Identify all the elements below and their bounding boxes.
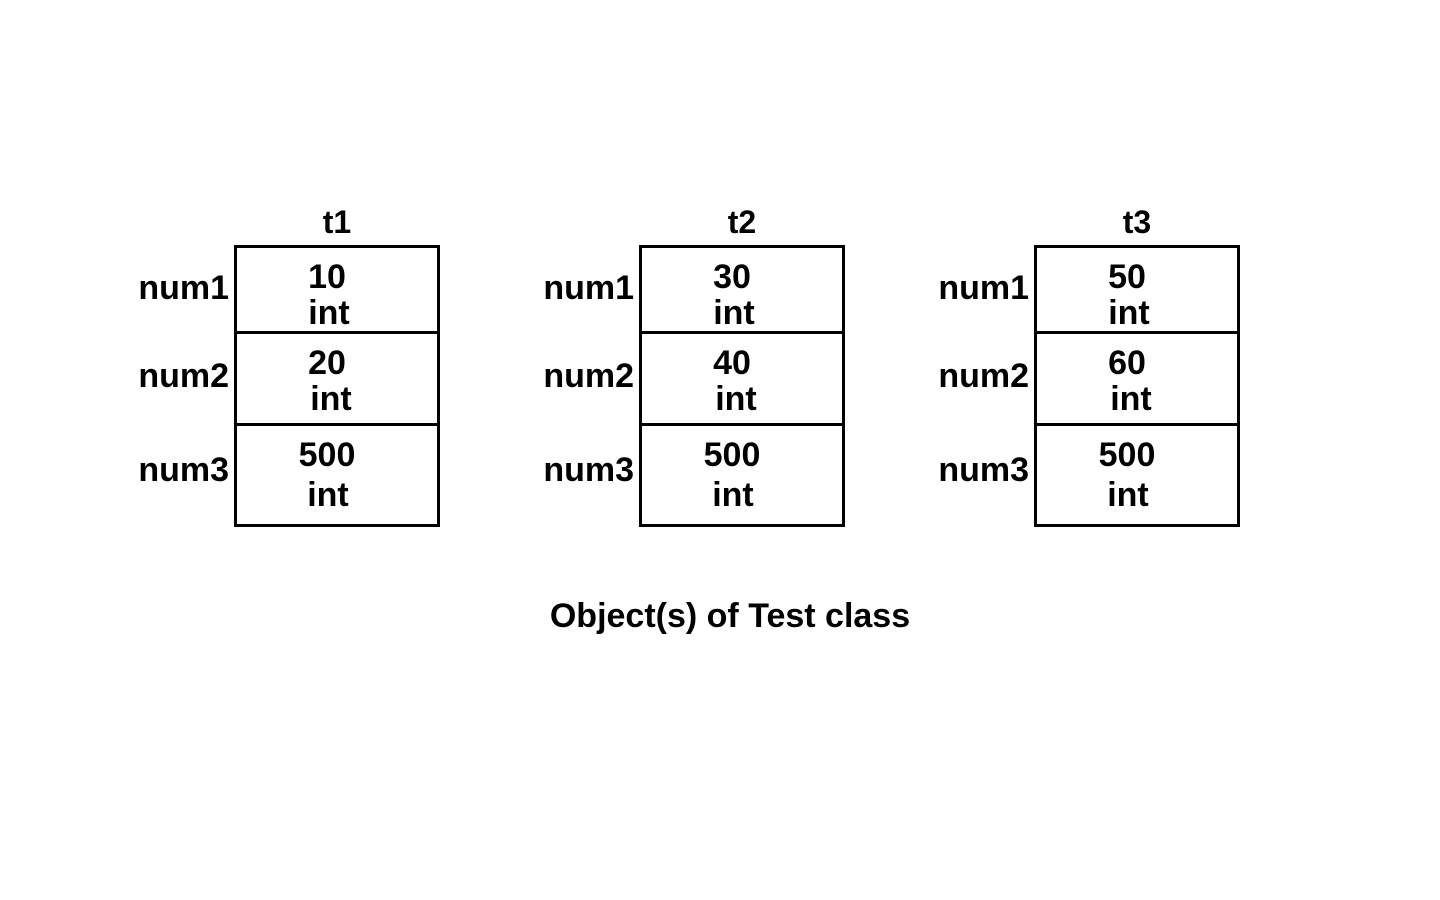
field-label: num3: [543, 451, 634, 489]
field-value: 40: [713, 344, 751, 382]
field-num3: num3 500 int: [938, 426, 1237, 524]
field-num2: num2 60 int: [938, 334, 1237, 426]
field-type: int: [1108, 294, 1150, 332]
field-type: int: [1110, 380, 1152, 418]
field-type: int: [715, 380, 757, 418]
field-value: 500: [703, 436, 761, 474]
object-box: num1 30 int num2 40 int num3 500 int: [543, 245, 845, 527]
field-value: 30: [713, 258, 751, 296]
field-type: int: [713, 294, 755, 332]
field-type: int: [308, 294, 350, 332]
field-label: num1: [543, 269, 634, 307]
field-num2: num2 40 int: [543, 334, 842, 426]
field-value: 500: [298, 436, 356, 474]
field-type: int: [1107, 476, 1149, 514]
field-label: num3: [138, 451, 229, 489]
field-label: num3: [938, 451, 1029, 489]
field-label: num2: [138, 357, 229, 395]
field-value: 500: [1098, 436, 1156, 474]
field-value: 20: [308, 344, 346, 382]
field-num1: num1 50 int: [938, 248, 1237, 334]
field-label: num2: [543, 357, 634, 395]
field-type: int: [307, 476, 349, 514]
field-value: 50: [1108, 258, 1146, 296]
field-type: int: [310, 380, 352, 418]
field-type: int: [712, 476, 754, 514]
field-num3: num3 500 int: [543, 426, 842, 524]
object-name: t1: [322, 204, 352, 240]
diagram-caption: Object(s) of Test class: [549, 597, 911, 635]
field-num2: num2 20 int: [138, 334, 437, 426]
object-box: num1 50 int num2 60 int num3 500 int: [938, 245, 1240, 527]
field-label: num1: [138, 269, 229, 307]
object-box: num1 10 int num2 20 int num3 500 int: [138, 245, 440, 527]
object-name: t2: [727, 204, 757, 240]
field-num1: num1 30 int: [543, 248, 842, 334]
field-num1: num1 10 int: [138, 248, 437, 334]
field-label: num2: [938, 357, 1029, 395]
field-value: 60: [1108, 344, 1146, 382]
field-value: 10: [308, 258, 346, 296]
object-name: t3: [1122, 204, 1152, 240]
field-num3: num3 500 int: [138, 426, 437, 524]
field-label: num1: [938, 269, 1029, 307]
